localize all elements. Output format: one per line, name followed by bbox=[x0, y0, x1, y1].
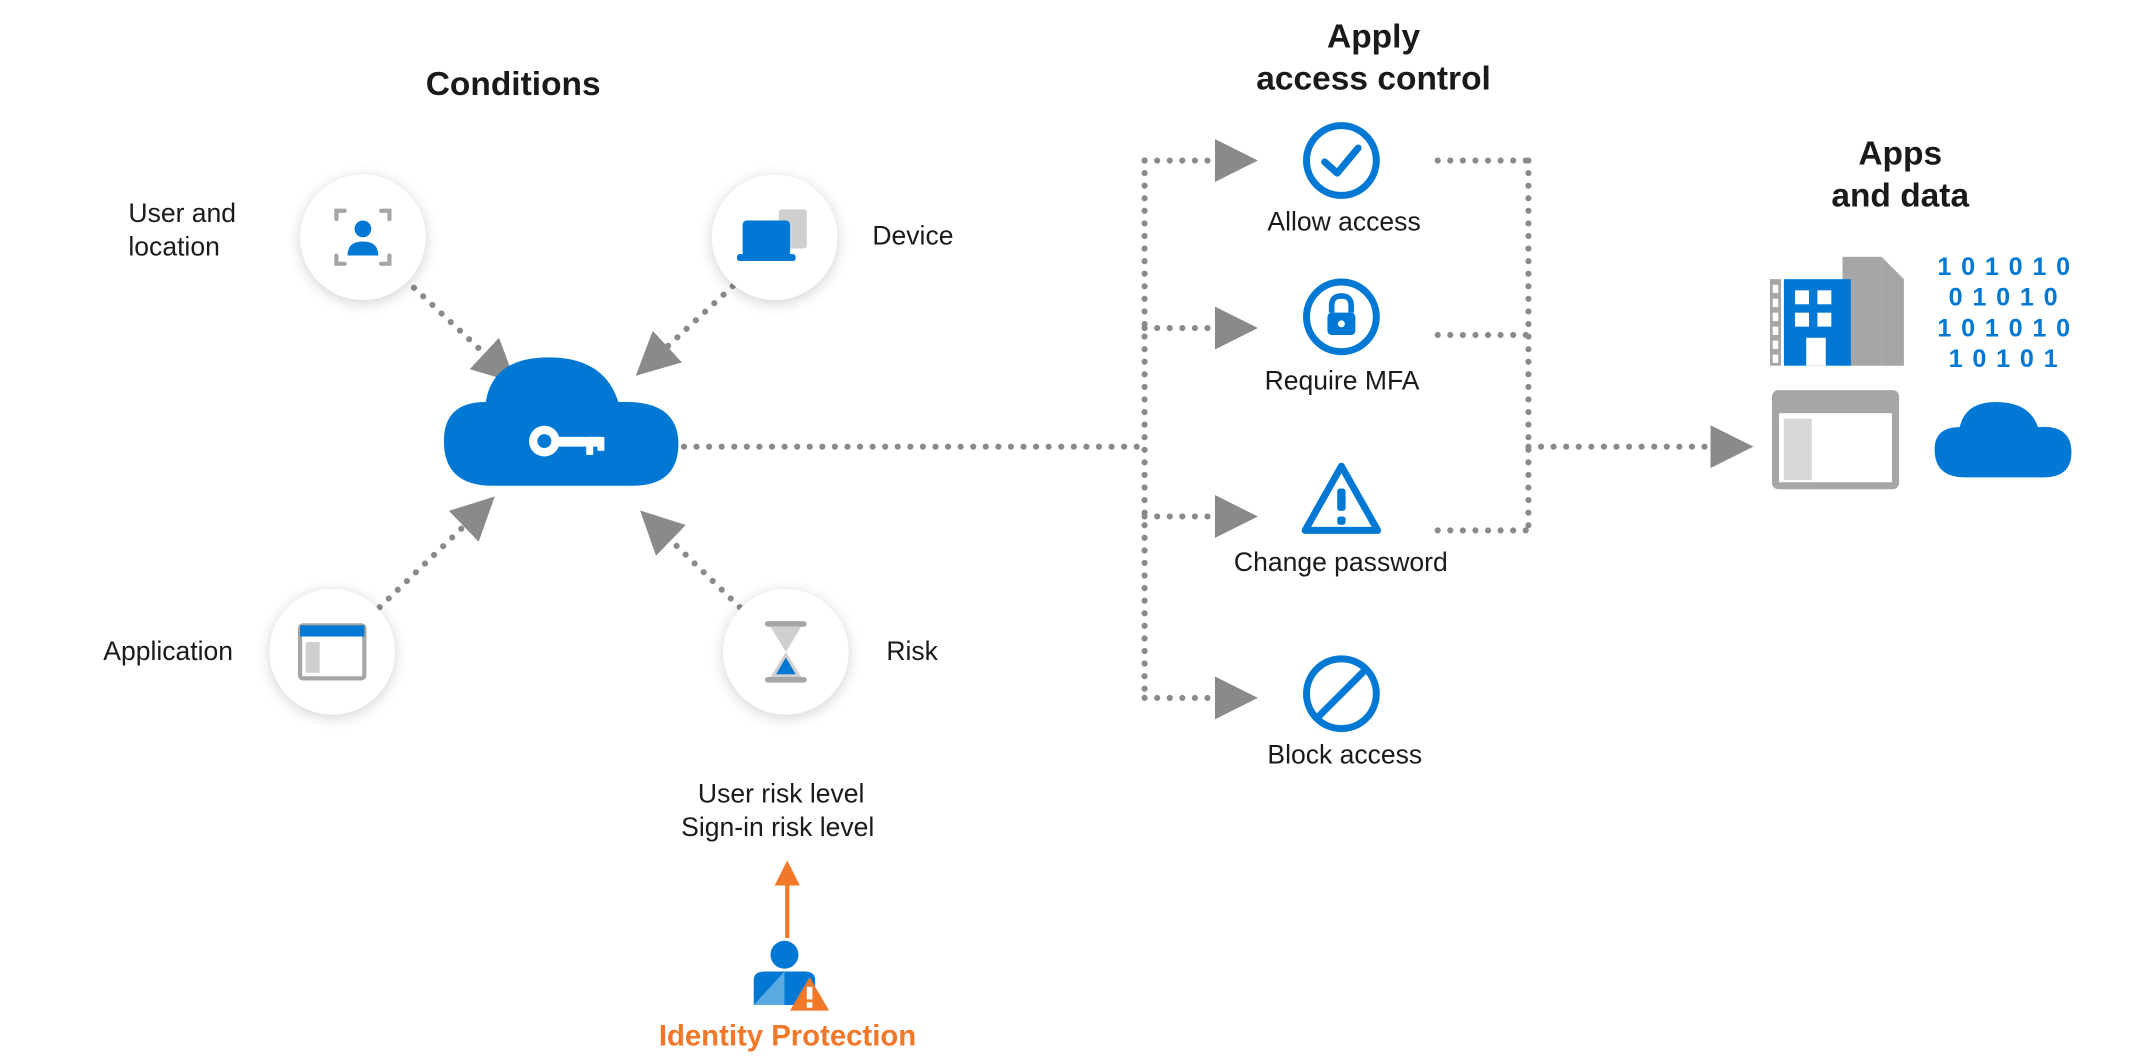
identity-protection-icon bbox=[745, 938, 829, 1016]
connectors-svg bbox=[0, 0, 2144, 1052]
device-label: Device bbox=[872, 221, 953, 254]
binary-row-0: 1 0 1 0 1 0 bbox=[1937, 251, 2071, 282]
risk-label: Risk bbox=[886, 637, 938, 670]
mfa-icon bbox=[1301, 276, 1382, 357]
block-icon bbox=[1301, 653, 1382, 734]
allow-label: Allow access bbox=[1267, 207, 1420, 240]
risk-sub1: User risk level bbox=[698, 779, 865, 812]
user-location-label: User and location bbox=[128, 198, 236, 264]
application-label: Application bbox=[103, 637, 233, 670]
cloud-key-icon bbox=[444, 357, 679, 485]
device-circle bbox=[712, 174, 838, 300]
application-icon bbox=[297, 623, 367, 682]
user-location-circle bbox=[300, 174, 426, 300]
application-circle bbox=[269, 589, 395, 715]
binary-row-2: 1 0 1 0 1 0 bbox=[1937, 313, 2071, 344]
binary-row-1: 0 1 0 1 0 bbox=[1949, 282, 2059, 313]
conditions-heading: Conditions bbox=[426, 64, 601, 106]
change-pw-label: Change password bbox=[1234, 547, 1448, 580]
apps-data-heading: Apps and data bbox=[1831, 134, 1969, 218]
allow-icon bbox=[1301, 120, 1382, 201]
change-pw-icon bbox=[1298, 461, 1385, 539]
block-label: Block access bbox=[1267, 740, 1422, 773]
identity-protection-label: Identity Protection bbox=[659, 1019, 916, 1056]
binary-row-3: 1 0 1 0 1 bbox=[1949, 343, 2059, 374]
mfa-label: Require MFA bbox=[1265, 366, 1420, 399]
device-icon bbox=[737, 207, 812, 268]
risk-sub2: Sign-in risk level bbox=[681, 812, 874, 845]
user-location-icon bbox=[328, 202, 398, 272]
risk-circle bbox=[723, 589, 849, 715]
access-control-heading: Apply access control bbox=[1256, 17, 1491, 101]
hourglass-icon bbox=[762, 618, 809, 685]
diagram-canvas: Conditions User and location Device Appl… bbox=[0, 0, 2144, 1052]
